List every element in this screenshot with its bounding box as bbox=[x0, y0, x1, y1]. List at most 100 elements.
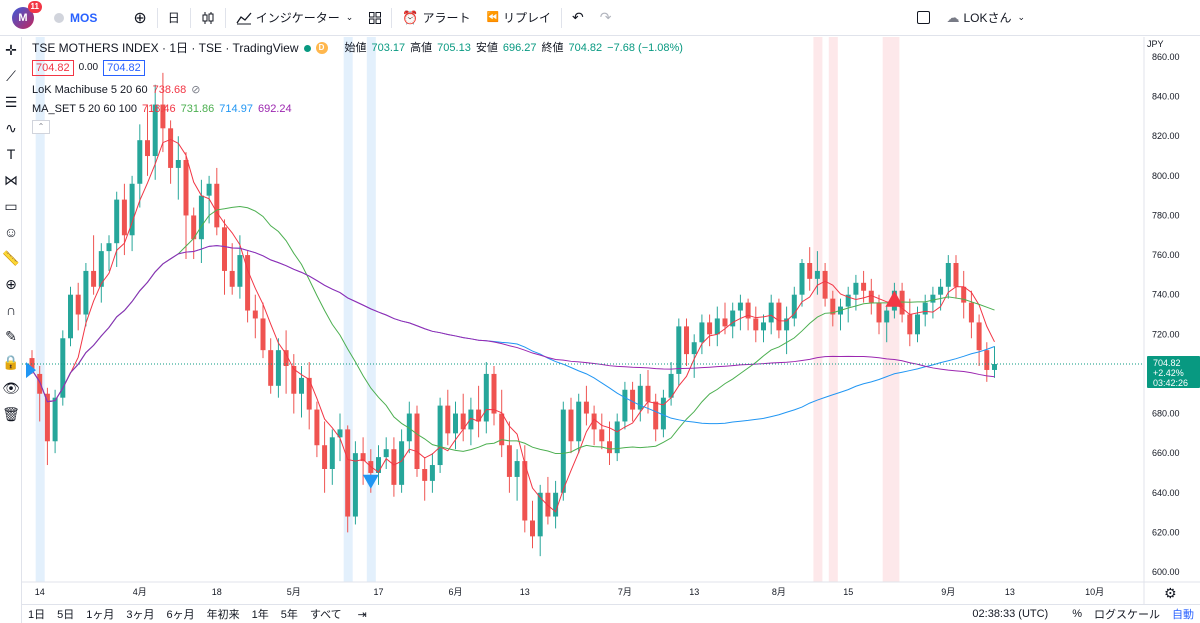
candle-body bbox=[345, 429, 351, 517]
candle bbox=[707, 314, 713, 347]
undo-button[interactable]: ↶ bbox=[564, 0, 592, 36]
auto-scale-toggle[interactable]: 自動 bbox=[1172, 609, 1194, 621]
range-5d[interactable]: 5日 bbox=[57, 609, 75, 621]
user-menu[interactable]: M 11 bbox=[0, 0, 42, 36]
magnet-icon[interactable]: ∩ bbox=[5, 302, 17, 318]
candle-body bbox=[961, 286, 967, 303]
candle bbox=[91, 235, 97, 295]
candle-body bbox=[784, 318, 790, 331]
range-6m[interactable]: 6ヶ月 bbox=[166, 609, 195, 621]
crosshair-icon[interactable]: ✛ bbox=[5, 41, 17, 58]
candle-body bbox=[553, 492, 559, 517]
bid-ask-row: 704.82 0.00 704.82 bbox=[32, 60, 683, 76]
collapse-legend-button[interactable]: ⌃ bbox=[32, 120, 50, 134]
emoji-icon[interactable]: ☺ bbox=[3, 224, 19, 240]
candle bbox=[730, 302, 736, 339]
redo-button[interactable]: ↷ bbox=[592, 0, 620, 36]
candle bbox=[160, 72, 166, 153]
candles bbox=[29, 72, 997, 557]
price-tick-label: 600.00 bbox=[1152, 567, 1180, 577]
percent-toggle[interactable]: % bbox=[1072, 608, 1082, 620]
candle-body bbox=[861, 282, 867, 291]
candle-body bbox=[337, 429, 343, 438]
indicator-row-lok[interactable]: LoK Machibuse 5 20 60 738.68 ⊘ bbox=[32, 82, 683, 98]
replay-button[interactable]: ⏪ リプレイ bbox=[479, 0, 559, 36]
compare-button[interactable]: ⊕ bbox=[125, 0, 154, 36]
time-axis[interactable]: 14 4月 18 5月 17 6月 13 7月 13 8月 15 9月 13 10月 bbox=[22, 581, 1200, 597]
ma100-value: 692.24 bbox=[257, 103, 292, 115]
range-1m[interactable]: 1ヶ月 bbox=[86, 609, 115, 621]
candle bbox=[807, 247, 813, 291]
range-all[interactable]: すべて bbox=[309, 609, 342, 621]
interval-button[interactable]: 日 bbox=[160, 0, 188, 36]
lock-drawings-icon[interactable]: ✎ bbox=[5, 327, 17, 344]
price-axis[interactable]: 600.00620.00640.00660.00680.00700.00720.… bbox=[1143, 37, 1180, 604]
layout-menu-button[interactable]: ☁ LOKさん ⌄ bbox=[938, 0, 1033, 36]
log-scale-toggle[interactable]: ログスケール bbox=[1094, 609, 1160, 621]
candle-body bbox=[568, 409, 574, 442]
candle bbox=[761, 314, 766, 343]
candle-body bbox=[106, 243, 112, 252]
sell-signal-marker bbox=[26, 362, 36, 379]
candle-body bbox=[460, 413, 466, 430]
text-icon[interactable]: T bbox=[6, 146, 16, 162]
candle-body bbox=[953, 263, 959, 287]
indicators-button[interactable]: インジケーター ⌄ bbox=[228, 0, 362, 36]
price-chart[interactable]: 600.00620.00640.00660.00680.00700.00720.… bbox=[22, 37, 1200, 604]
candle-body bbox=[121, 199, 127, 236]
chart-type-button[interactable] bbox=[193, 0, 223, 36]
clock-time[interactable]: 02:38:33 (UTC) bbox=[972, 608, 1049, 620]
indicator-row-ma-set[interactable]: MA_SET 5 20 60 100 718.46 731.86 714.97 … bbox=[32, 101, 683, 117]
range-3m[interactable]: 3ヶ月 bbox=[126, 609, 155, 621]
horizontal-lines-icon[interactable]: ☰ bbox=[4, 93, 18, 110]
zoom-icon[interactable]: ⊕ bbox=[5, 275, 17, 292]
avatar[interactable]: M 11 bbox=[12, 0, 42, 29]
candle-body bbox=[915, 314, 920, 335]
candle-body bbox=[260, 318, 266, 351]
range-1d[interactable]: 1日 bbox=[28, 609, 46, 621]
trend-line-icon[interactable]: ⟋ bbox=[6, 67, 16, 84]
candle bbox=[845, 286, 851, 323]
candle-body bbox=[483, 373, 489, 422]
drawing-toolbar: ✛ ⟋ ☰ ∿ T ⋈ ▭ ☺ 📏 ⊕ ∩ ✎ 🔒 👁 🗑 bbox=[0, 37, 22, 623]
eye-icon[interactable]: 👁 bbox=[2, 379, 20, 396]
price-tick-label: 660.00 bbox=[1152, 448, 1180, 458]
symbol-search-button[interactable]: MOS bbox=[42, 0, 105, 36]
layouts-button[interactable] bbox=[361, 0, 389, 36]
candle bbox=[391, 437, 397, 497]
lock-icon[interactable]: 🔒 bbox=[2, 353, 20, 370]
trash-icon[interactable]: 🗑 bbox=[2, 405, 20, 422]
sell-price-button[interactable]: 704.82 bbox=[32, 60, 74, 76]
legend-title[interactable]: TSE MOTHERS INDEX · 1日 · TSE · TradingVi… bbox=[32, 41, 299, 55]
range-5y[interactable]: 5年 bbox=[280, 609, 298, 621]
indicator-name: MA_SET 5 20 60 100 bbox=[32, 103, 137, 115]
ma5-value: 718.46 bbox=[141, 103, 176, 115]
price-tag-countdown: 03:42:26 bbox=[1153, 378, 1188, 388]
candle-body bbox=[329, 437, 335, 469]
candle bbox=[899, 282, 905, 323]
candle-body bbox=[938, 286, 944, 295]
goto-date-icon[interactable]: ⇥ bbox=[357, 608, 367, 621]
brush-icon[interactable]: ∿ bbox=[5, 119, 17, 136]
candle bbox=[322, 421, 328, 493]
indicators-label: インジケーター bbox=[255, 11, 340, 25]
candle bbox=[283, 330, 289, 394]
candle bbox=[930, 286, 936, 319]
range-ytd[interactable]: 年初来 bbox=[206, 609, 240, 621]
forecast-icon[interactable]: ▭ bbox=[4, 197, 18, 214]
alert-button[interactable]: ⏰ アラート bbox=[394, 0, 478, 36]
candle-body bbox=[399, 441, 405, 485]
candle-body bbox=[129, 183, 135, 236]
settings-gear-icon[interactable]: ⚙ bbox=[1164, 585, 1177, 601]
ma60-line bbox=[31, 245, 995, 425]
buy-price-button[interactable]: 704.82 bbox=[103, 60, 145, 76]
pattern-icon[interactable]: ⋈ bbox=[4, 171, 18, 188]
fullscreen-checkbox[interactable] bbox=[909, 0, 938, 36]
candle bbox=[191, 207, 197, 260]
replay-label: リプレイ bbox=[502, 11, 551, 25]
range-1y[interactable]: 1年 bbox=[251, 609, 269, 621]
candle-body bbox=[376, 457, 381, 473]
data-badge: D bbox=[315, 42, 328, 54]
candle-body bbox=[44, 393, 50, 442]
ruler-icon[interactable]: 📏 bbox=[2, 249, 20, 266]
